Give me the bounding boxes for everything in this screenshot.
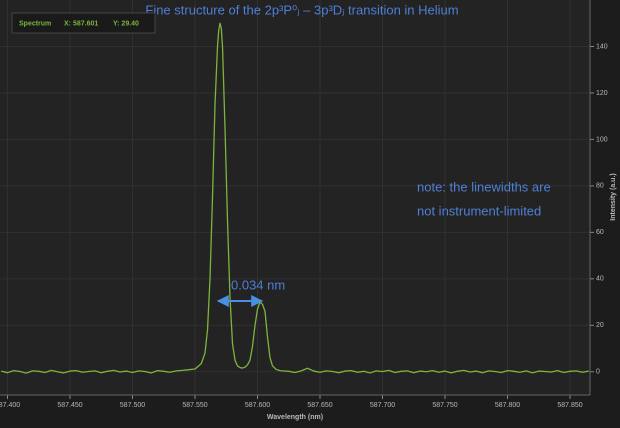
x-tick-label: 587.550	[182, 402, 207, 409]
y-axis-label: Intensity (a.u.)	[610, 173, 617, 220]
plot-area	[0, 0, 590, 395]
y-tick-label: 40	[596, 276, 604, 283]
x-tick-label: 587.750	[432, 402, 457, 409]
y-tick-label: 100	[596, 136, 608, 143]
legend-label: Spectrum	[19, 20, 51, 27]
annotation: note: the linewidths are	[417, 179, 551, 194]
y-tick-label: 120	[596, 90, 608, 97]
chart-title: Fine structure of the 2p³P⁰ⱼ – 3p³Dⱼ tra…	[145, 2, 458, 17]
y-tick-label: 0	[596, 369, 600, 376]
x-tick-label: 587.850	[557, 402, 582, 409]
y-tick-label: 140	[596, 43, 608, 50]
x-tick-label: 587.450	[57, 402, 82, 409]
x-tick-label: 587.650	[307, 402, 332, 409]
y-tick-label: 20	[596, 322, 604, 329]
x-tick-label: 587.400	[0, 402, 20, 409]
y-tick-label: 60	[596, 229, 604, 236]
x-tick-label: 587.500	[120, 402, 145, 409]
x-tick-label: 587.700	[370, 402, 395, 409]
x-tick-label: 587.600	[245, 402, 270, 409]
legend-box	[11, 12, 156, 34]
x-axis-label: Wavelength (nm)	[267, 414, 323, 421]
cursor-x: X: 587.601	[64, 20, 98, 27]
cursor-y: Y: 29.40	[113, 20, 139, 27]
x-tick-label: 587.800	[495, 402, 520, 409]
annotation: 0.034 nm	[231, 277, 285, 292]
y-tick-label: 80	[596, 183, 604, 190]
annotation: not instrument-limited	[417, 203, 541, 218]
